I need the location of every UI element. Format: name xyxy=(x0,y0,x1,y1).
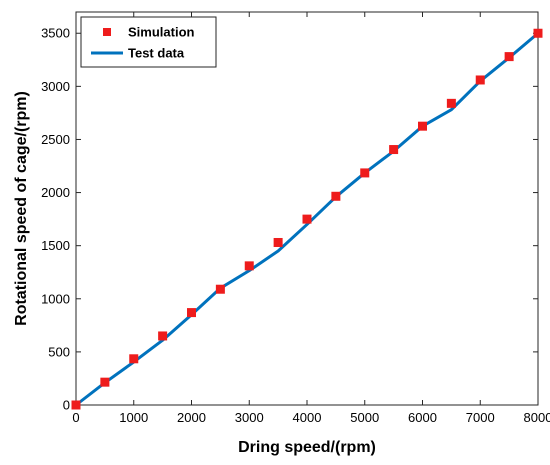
x-tick-label: 1000 xyxy=(119,410,148,425)
x-tick-label: 3000 xyxy=(235,410,264,425)
simulation-point xyxy=(71,400,81,410)
y-tick-label: 0 xyxy=(63,398,70,413)
legend: Simulation Test data xyxy=(80,16,217,68)
simulation-point xyxy=(273,237,283,247)
x-tick-label: 6000 xyxy=(408,410,437,425)
simulation-point xyxy=(158,331,168,341)
simulation-point xyxy=(215,284,225,294)
series-line-test-data xyxy=(74,31,540,407)
simulation-point xyxy=(100,377,110,387)
simulation-point xyxy=(389,145,399,155)
y-tick-label: 3000 xyxy=(41,79,70,94)
simulation-point xyxy=(302,214,312,224)
x-tick-label: 2000 xyxy=(177,410,206,425)
y-tick-label: 500 xyxy=(48,344,70,359)
y-tick-label: 3500 xyxy=(41,26,70,41)
y-tick-label: 2500 xyxy=(41,132,70,147)
legend-label: Simulation xyxy=(128,25,195,40)
legend-marker-simulation xyxy=(103,28,111,36)
simulation-point xyxy=(418,121,427,131)
x-tick-label: 4000 xyxy=(293,410,322,425)
series-layer xyxy=(71,28,543,410)
legend-label: Test data xyxy=(128,46,185,61)
y-tick-label: 2000 xyxy=(41,185,70,200)
plot-frame xyxy=(75,11,539,406)
simulation-point xyxy=(446,98,456,108)
x-tick-label: 7000 xyxy=(466,410,495,425)
simulation-point xyxy=(504,52,514,62)
simulation-point xyxy=(187,308,196,318)
y-tick-label: 1500 xyxy=(41,238,70,253)
x-tick-label: 8000 xyxy=(524,410,550,425)
simulation-point xyxy=(360,168,370,178)
y-tick-label: 1000 xyxy=(41,291,70,306)
x-tick-label: 0 xyxy=(72,410,79,425)
simulation-point xyxy=(475,75,485,85)
y-axis-label: Rotational speed of cage/(rpm) xyxy=(13,91,30,326)
x-axis-label: Dring speed/(rpm) xyxy=(238,439,376,456)
simulation-point xyxy=(533,28,543,38)
axes: 0 1000 2000 3000 4000 5000 6000 7000 8000 0 500 100… xyxy=(41,11,550,425)
legend-box xyxy=(80,16,217,68)
x-tick-label: 5000 xyxy=(350,410,379,425)
simulation-point xyxy=(331,191,341,201)
simulation-point xyxy=(129,354,139,364)
simulation-point xyxy=(244,261,254,271)
